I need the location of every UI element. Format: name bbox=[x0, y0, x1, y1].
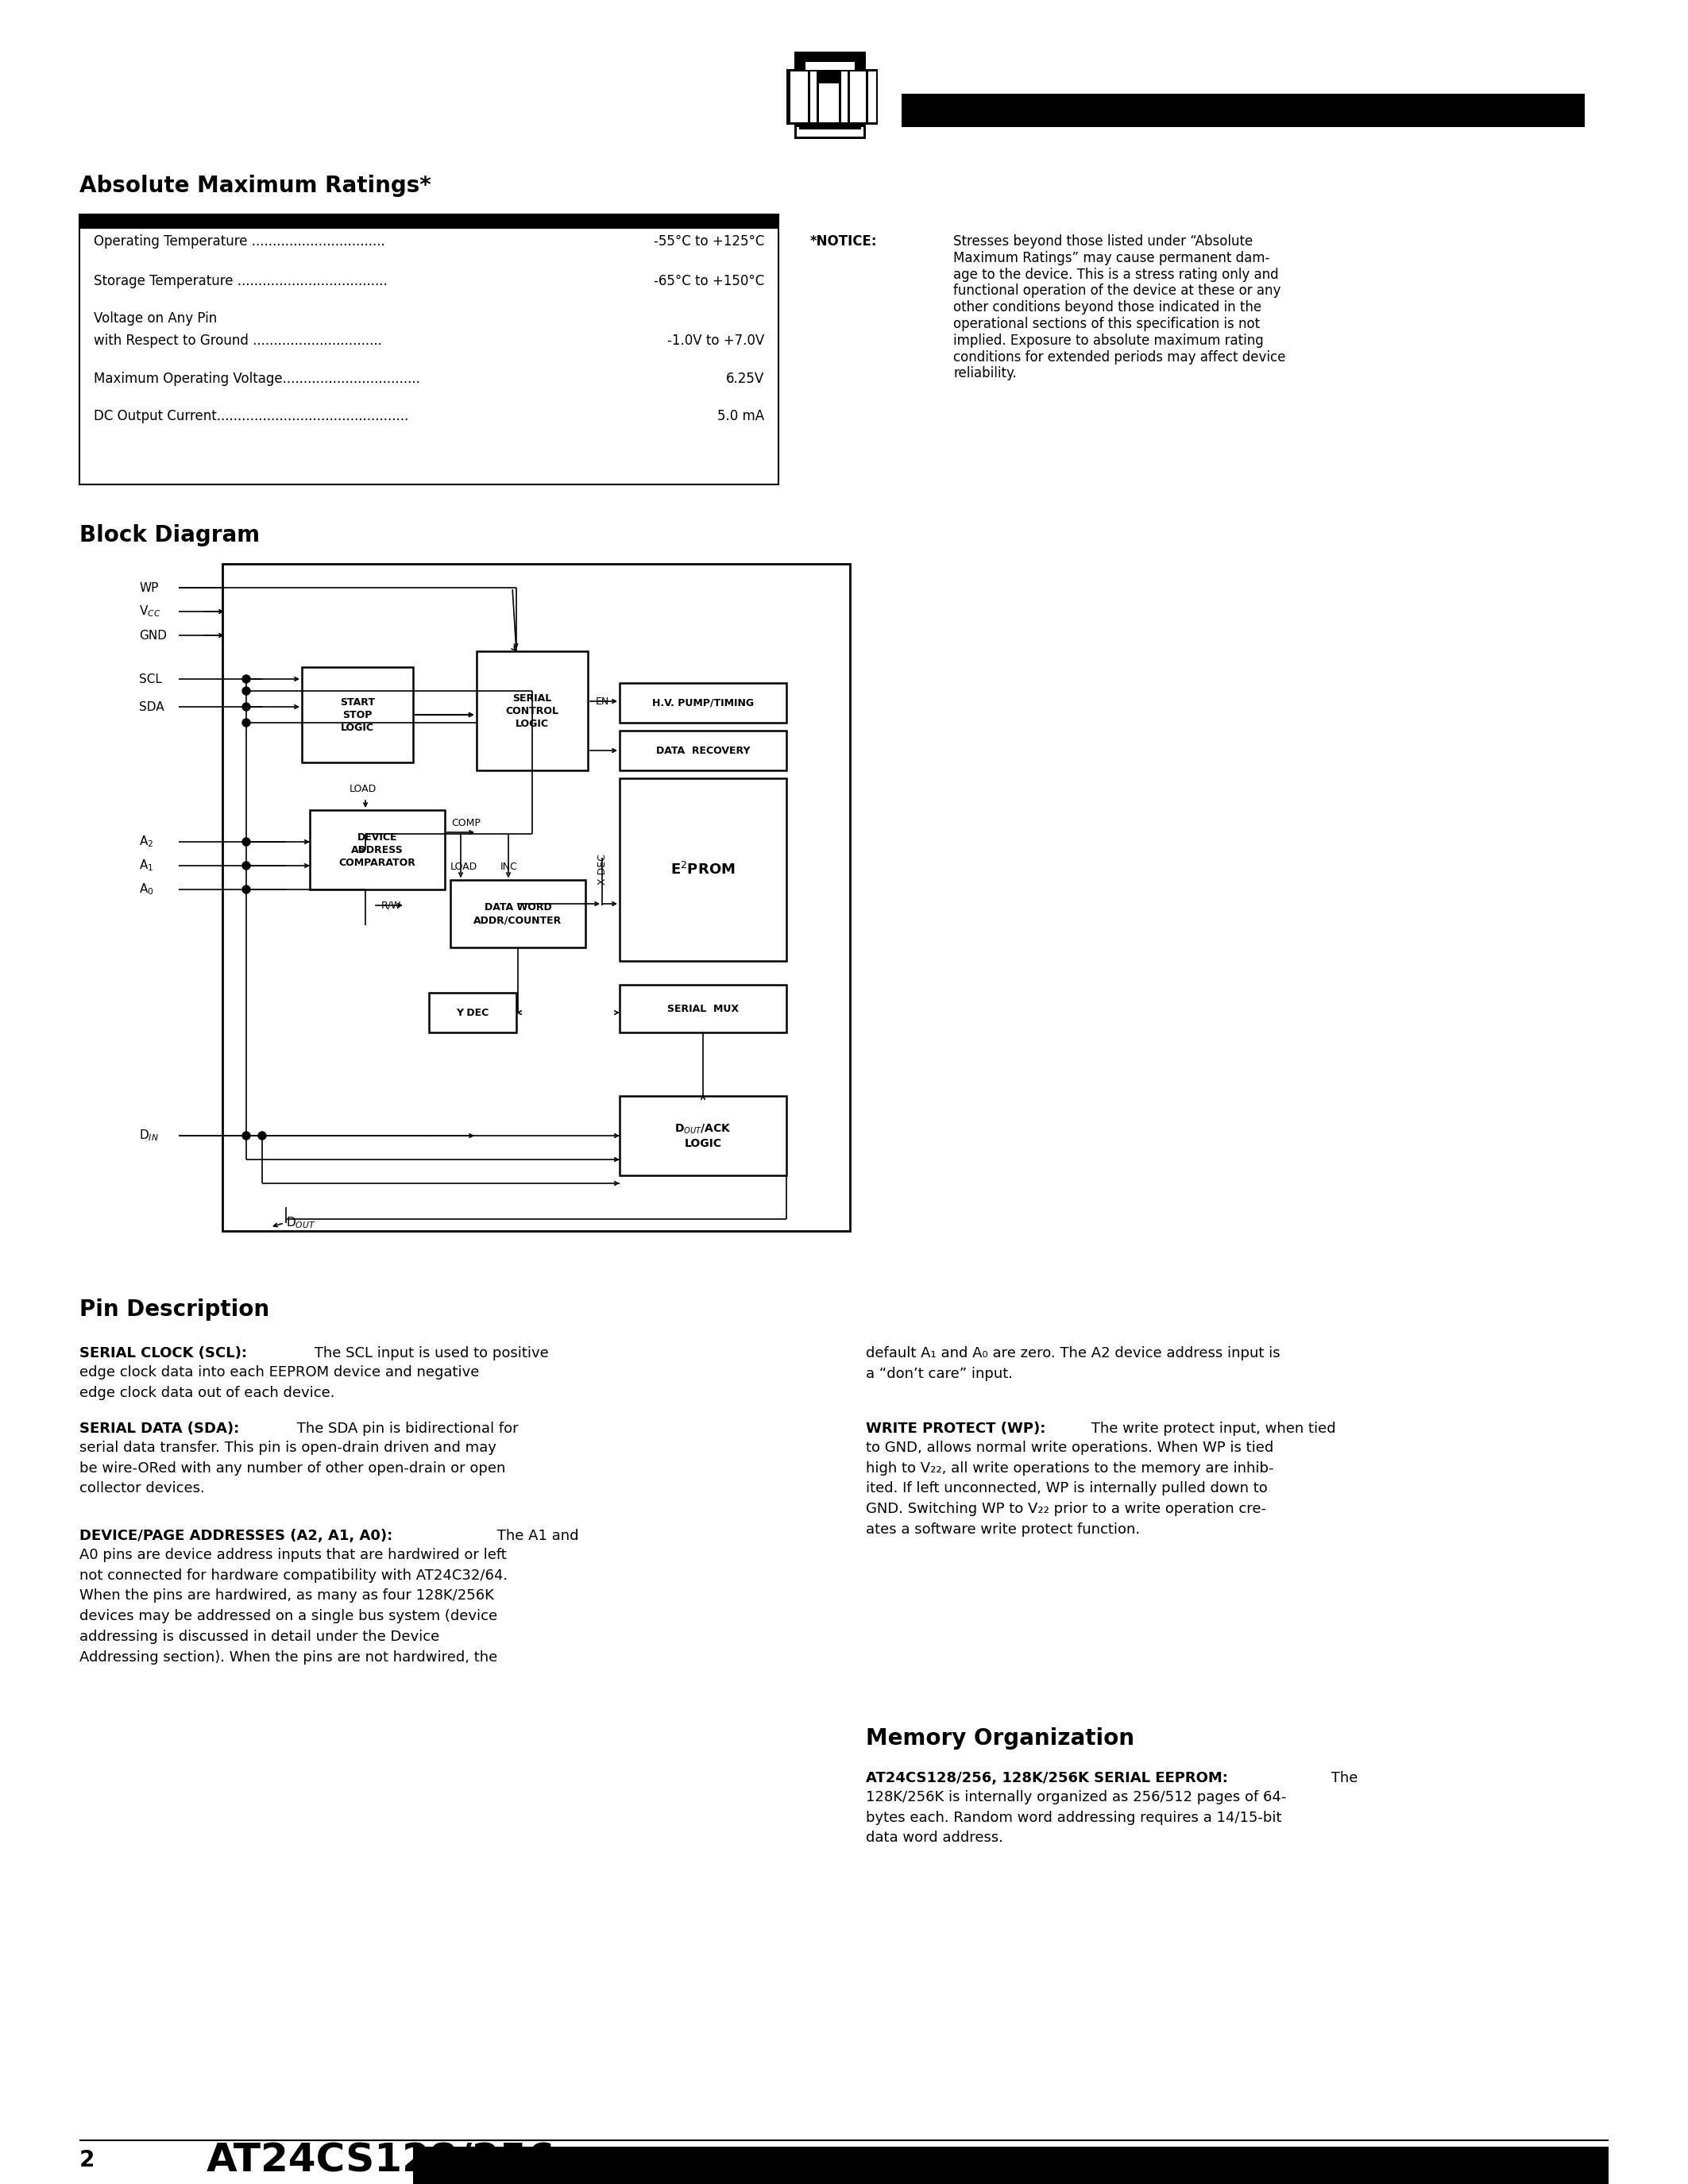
Bar bbox=[302, 666, 414, 762]
Text: GND: GND bbox=[138, 629, 167, 642]
Text: SCL: SCL bbox=[138, 673, 162, 686]
Bar bbox=[619, 985, 787, 1033]
Text: Absolute Maximum Ratings*: Absolute Maximum Ratings* bbox=[79, 175, 430, 197]
Circle shape bbox=[243, 688, 250, 695]
Text: START
STOP
LOGIC: START STOP LOGIC bbox=[339, 697, 375, 732]
Text: Stresses beyond those listed under “Absolute
Maximum Ratings” may cause permanen: Stresses beyond those listed under “Abso… bbox=[954, 234, 1286, 380]
Bar bbox=[311, 810, 446, 889]
Circle shape bbox=[243, 863, 250, 869]
Text: LOAD: LOAD bbox=[349, 784, 376, 795]
Text: Maximum Operating Voltage.................................: Maximum Operating Voltage...............… bbox=[95, 371, 420, 387]
Text: 6.25V: 6.25V bbox=[726, 371, 765, 387]
Text: DEVICE
ADDRESS
COMPARATOR: DEVICE ADDRESS COMPARATOR bbox=[339, 832, 415, 867]
Bar bbox=[901, 94, 1585, 127]
Bar bbox=[414, 2147, 1609, 2184]
Text: -55°C to +125°C: -55°C to +125°C bbox=[653, 234, 765, 249]
Text: D$_{OUT}$: D$_{OUT}$ bbox=[285, 1216, 316, 1230]
Bar bbox=[790, 72, 809, 122]
Text: X DEC: X DEC bbox=[598, 854, 608, 885]
Text: A0 pins are device address inputs that are hardwired or left
not connected for h: A0 pins are device address inputs that a… bbox=[79, 1548, 508, 1664]
Bar bbox=[451, 880, 586, 948]
Bar bbox=[619, 684, 787, 723]
Text: D$_{IN}$: D$_{IN}$ bbox=[138, 1129, 159, 1142]
Text: 2: 2 bbox=[79, 2149, 95, 2171]
Text: The A1 and: The A1 and bbox=[493, 1529, 579, 1544]
Text: 5.0 mA: 5.0 mA bbox=[717, 408, 765, 424]
Text: Voltage on Any Pin: Voltage on Any Pin bbox=[95, 312, 218, 325]
Circle shape bbox=[258, 1131, 267, 1140]
Text: Storage Temperature ....................................: Storage Temperature ....................… bbox=[95, 273, 388, 288]
Bar bbox=[619, 778, 787, 961]
Text: serial data transfer. This pin is open-drain driven and may
be wire-ORed with an: serial data transfer. This pin is open-d… bbox=[79, 1441, 505, 1496]
Text: Block Diagram: Block Diagram bbox=[79, 524, 260, 546]
Bar bbox=[851, 72, 866, 122]
Bar bbox=[797, 127, 864, 138]
Circle shape bbox=[243, 885, 250, 893]
Bar bbox=[476, 651, 587, 771]
Bar bbox=[619, 732, 787, 771]
Text: R/W: R/W bbox=[381, 900, 402, 911]
Text: A$_1$: A$_1$ bbox=[138, 858, 154, 874]
Bar bbox=[79, 214, 778, 485]
Text: V$_{CC}$: V$_{CC}$ bbox=[138, 605, 160, 618]
Text: SERIAL DATA (SDA):: SERIAL DATA (SDA): bbox=[79, 1422, 240, 1435]
Text: WRITE PROTECT (WP):: WRITE PROTECT (WP): bbox=[866, 1422, 1045, 1435]
Text: -1.0V to +7.0V: -1.0V to +7.0V bbox=[667, 334, 765, 347]
Text: Memory Organization: Memory Organization bbox=[866, 1728, 1134, 1749]
Text: WP: WP bbox=[138, 581, 159, 594]
Circle shape bbox=[243, 675, 250, 684]
Text: DC Output Current..............................................: DC Output Current.......................… bbox=[95, 408, 408, 424]
Text: SERIAL CLOCK (SCL):: SERIAL CLOCK (SCL): bbox=[79, 1345, 246, 1361]
Bar bbox=[795, 124, 866, 140]
Text: INC: INC bbox=[500, 863, 518, 871]
Text: D$_{OUT}$/ACK
LOGIC: D$_{OUT}$/ACK LOGIC bbox=[675, 1123, 731, 1149]
Text: The SDA pin is bidirectional for: The SDA pin is bidirectional for bbox=[292, 1422, 518, 1435]
Circle shape bbox=[243, 1131, 250, 1140]
Text: LOAD: LOAD bbox=[451, 863, 478, 871]
Text: with Respect to Ground ...............................: with Respect to Ground .................… bbox=[95, 334, 381, 347]
Text: Y DEC: Y DEC bbox=[456, 1007, 490, 1018]
Bar bbox=[429, 994, 517, 1033]
Text: Pin Description: Pin Description bbox=[79, 1299, 270, 1321]
Text: DATA  RECOVERY: DATA RECOVERY bbox=[657, 745, 749, 756]
Text: H.V. PUMP/TIMING: H.V. PUMP/TIMING bbox=[652, 697, 755, 708]
Bar bbox=[819, 83, 839, 122]
Text: The write protect input, when tied: The write protect input, when tied bbox=[1087, 1422, 1335, 1435]
Bar bbox=[79, 214, 778, 229]
Circle shape bbox=[243, 719, 250, 727]
Bar bbox=[223, 563, 851, 1232]
Text: The: The bbox=[1327, 1771, 1357, 1784]
Text: A$_2$: A$_2$ bbox=[138, 834, 154, 850]
Text: DATA WORD
ADDR/COUNTER: DATA WORD ADDR/COUNTER bbox=[474, 902, 562, 926]
Text: E$^2$PROM: E$^2$PROM bbox=[670, 863, 736, 878]
Text: A$_0$: A$_0$ bbox=[138, 882, 154, 898]
Bar bbox=[810, 72, 817, 122]
Bar bbox=[841, 72, 847, 122]
Text: AT24CS128/256, 128K/256K SERIAL EEPROM:: AT24CS128/256, 128K/256K SERIAL EEPROM: bbox=[866, 1771, 1227, 1784]
Text: Operating Temperature ................................: Operating Temperature ..................… bbox=[95, 234, 385, 249]
Bar bbox=[787, 70, 878, 124]
Text: SERIAL  MUX: SERIAL MUX bbox=[667, 1002, 739, 1013]
Text: The SCL input is used to positive: The SCL input is used to positive bbox=[311, 1345, 549, 1361]
Text: COMP: COMP bbox=[451, 819, 481, 828]
Text: to GND, allows normal write operations. When WP is tied
high to V₂₂, all write o: to GND, allows normal write operations. … bbox=[866, 1441, 1274, 1538]
Text: edge clock data into each EEPROM device and negative
edge clock data out of each: edge clock data into each EEPROM device … bbox=[79, 1365, 479, 1400]
Bar bbox=[619, 1096, 787, 1175]
Text: DEVICE/PAGE ADDRESSES (A2, A1, A0):: DEVICE/PAGE ADDRESSES (A2, A1, A0): bbox=[79, 1529, 393, 1544]
Text: default A₁ and A₀ are zero. The A2 device address input is
a “don’t care” input.: default A₁ and A₀ are zero. The A2 devic… bbox=[866, 1345, 1280, 1380]
Circle shape bbox=[243, 703, 250, 710]
Text: *NOTICE:: *NOTICE: bbox=[810, 234, 878, 249]
Bar bbox=[805, 61, 854, 70]
Text: EN: EN bbox=[596, 697, 609, 705]
Bar bbox=[798, 124, 861, 129]
Text: -65°C to +150°C: -65°C to +150°C bbox=[653, 273, 765, 288]
Text: AT24CS128/256: AT24CS128/256 bbox=[206, 2140, 555, 2180]
Text: SDA: SDA bbox=[138, 701, 164, 712]
Bar bbox=[795, 52, 866, 70]
Text: 128K/256K is internally organized as 256/512 pages of 64-
bytes each. Random wor: 128K/256K is internally organized as 256… bbox=[866, 1791, 1286, 1845]
Text: SERIAL
CONTROL
LOGIC: SERIAL CONTROL LOGIC bbox=[506, 692, 559, 729]
Circle shape bbox=[243, 839, 250, 845]
Bar bbox=[868, 72, 876, 122]
